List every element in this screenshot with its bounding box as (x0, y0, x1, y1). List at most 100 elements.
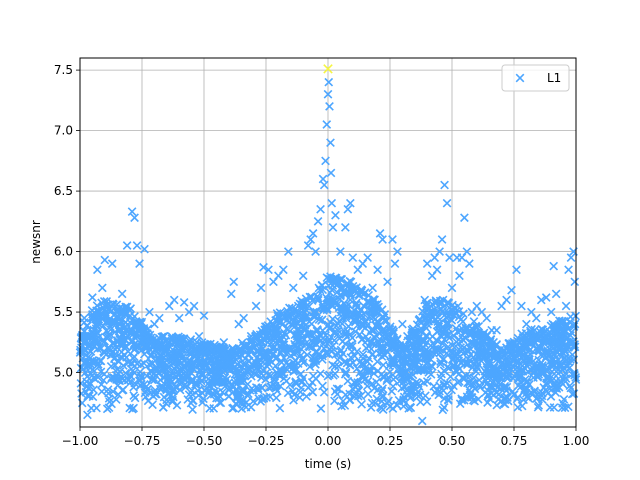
noise-marker (370, 398, 380, 408)
noise-marker (343, 281, 353, 291)
l1-marker (512, 265, 521, 275)
noise-marker (379, 325, 388, 335)
noise-marker (110, 360, 120, 370)
noise-marker (358, 350, 368, 359)
l1-marker (130, 213, 139, 223)
noise-marker (236, 386, 246, 395)
l1-marker (321, 156, 330, 166)
l1-marker (531, 313, 541, 323)
y-axis-title: newsnr (29, 220, 43, 264)
l1-marker (546, 307, 556, 317)
noise-marker (244, 364, 254, 374)
noise-marker (399, 401, 408, 411)
noise-marker (83, 365, 93, 375)
noise-marker (522, 392, 532, 402)
noise-marker (558, 398, 568, 408)
noise-marker (223, 362, 232, 372)
noise-marker (317, 316, 326, 326)
noise-marker (470, 384, 480, 394)
noise-marker (88, 313, 98, 323)
l1-marker (440, 180, 449, 190)
x-axis-ticks: −1.00 −0.75 −0.50 −0.25 0.00 0.25 0.50 0.75 1.00 (62, 427, 590, 448)
l1-marker (464, 259, 474, 269)
noise-marker (161, 399, 171, 408)
noise-marker (324, 349, 334, 359)
noise-marker (438, 339, 447, 348)
noise-marker (274, 365, 284, 375)
noise-marker (549, 403, 559, 412)
noise-marker (519, 387, 529, 396)
noise-marker (198, 398, 207, 407)
noise-marker (430, 344, 440, 354)
noise-marker (449, 331, 459, 341)
noise-marker (289, 390, 299, 400)
noise-marker (438, 295, 448, 305)
noise-marker (459, 395, 469, 405)
noise-marker (308, 307, 318, 317)
noise-marker (357, 399, 366, 409)
noise-marker (302, 392, 311, 401)
x-tick-label: 1.00 (563, 434, 590, 448)
noise-marker (346, 291, 355, 301)
noise-marker (185, 360, 195, 369)
noise-marker (272, 330, 282, 340)
noise-marker (307, 292, 316, 302)
noise-marker (411, 377, 421, 387)
l1-marker (313, 216, 323, 226)
noise-marker (364, 368, 373, 377)
l1-marker (336, 247, 345, 256)
l1-marker (331, 210, 340, 220)
l1-marker (388, 235, 397, 244)
noise-marker (570, 340, 579, 349)
noise-marker (334, 384, 344, 394)
y-tick-label: 7.5 (54, 63, 73, 77)
noise-marker (543, 346, 552, 355)
noise-marker (475, 344, 485, 353)
noise-marker (415, 390, 425, 400)
noise-marker (520, 384, 530, 394)
noise-marker (320, 335, 330, 345)
noise-marker (439, 381, 449, 390)
noise-marker (474, 321, 484, 331)
noise-marker (559, 375, 569, 385)
l1-marker (517, 301, 526, 311)
noise-marker (77, 389, 86, 398)
y-tick-label: 5.0 (54, 366, 73, 380)
noise-marker (500, 383, 510, 393)
l1-marker (324, 77, 334, 87)
noise-marker (419, 343, 429, 352)
y-axis-ticks: 5.0 5.5 6.0 6.5 7.0 7.5 (54, 63, 80, 380)
l1-marker (278, 265, 288, 275)
l1-marker (159, 331, 169, 341)
l1-marker (80, 331, 90, 341)
noise-marker (150, 385, 160, 395)
noise-marker (570, 319, 580, 329)
noise-marker (451, 324, 461, 333)
noise-marker (330, 396, 339, 406)
l1-marker (132, 241, 142, 250)
noise-marker (345, 276, 355, 286)
noise-marker (93, 337, 103, 346)
noise-marker (103, 332, 113, 342)
l1-marker (122, 241, 132, 250)
noise-marker (516, 378, 525, 387)
noise-marker (448, 300, 457, 310)
x-tick-label: 0.00 (315, 434, 342, 448)
noise-marker (429, 307, 439, 317)
noise-marker (308, 387, 318, 397)
noise-marker (335, 333, 345, 343)
noise-marker (345, 341, 354, 351)
noise-marker (157, 366, 167, 376)
noise-marker (401, 346, 411, 356)
l1-marker (507, 285, 516, 295)
legend-box (501, 64, 570, 92)
noise-marker (345, 330, 355, 340)
noise-marker (286, 362, 295, 371)
l1-marker (492, 325, 502, 335)
noise-marker (244, 345, 254, 355)
noise-marker (246, 334, 256, 344)
noise-marker (439, 394, 449, 404)
noise-marker (269, 322, 279, 332)
noise-marker (234, 368, 244, 378)
l1-marker (251, 301, 261, 311)
